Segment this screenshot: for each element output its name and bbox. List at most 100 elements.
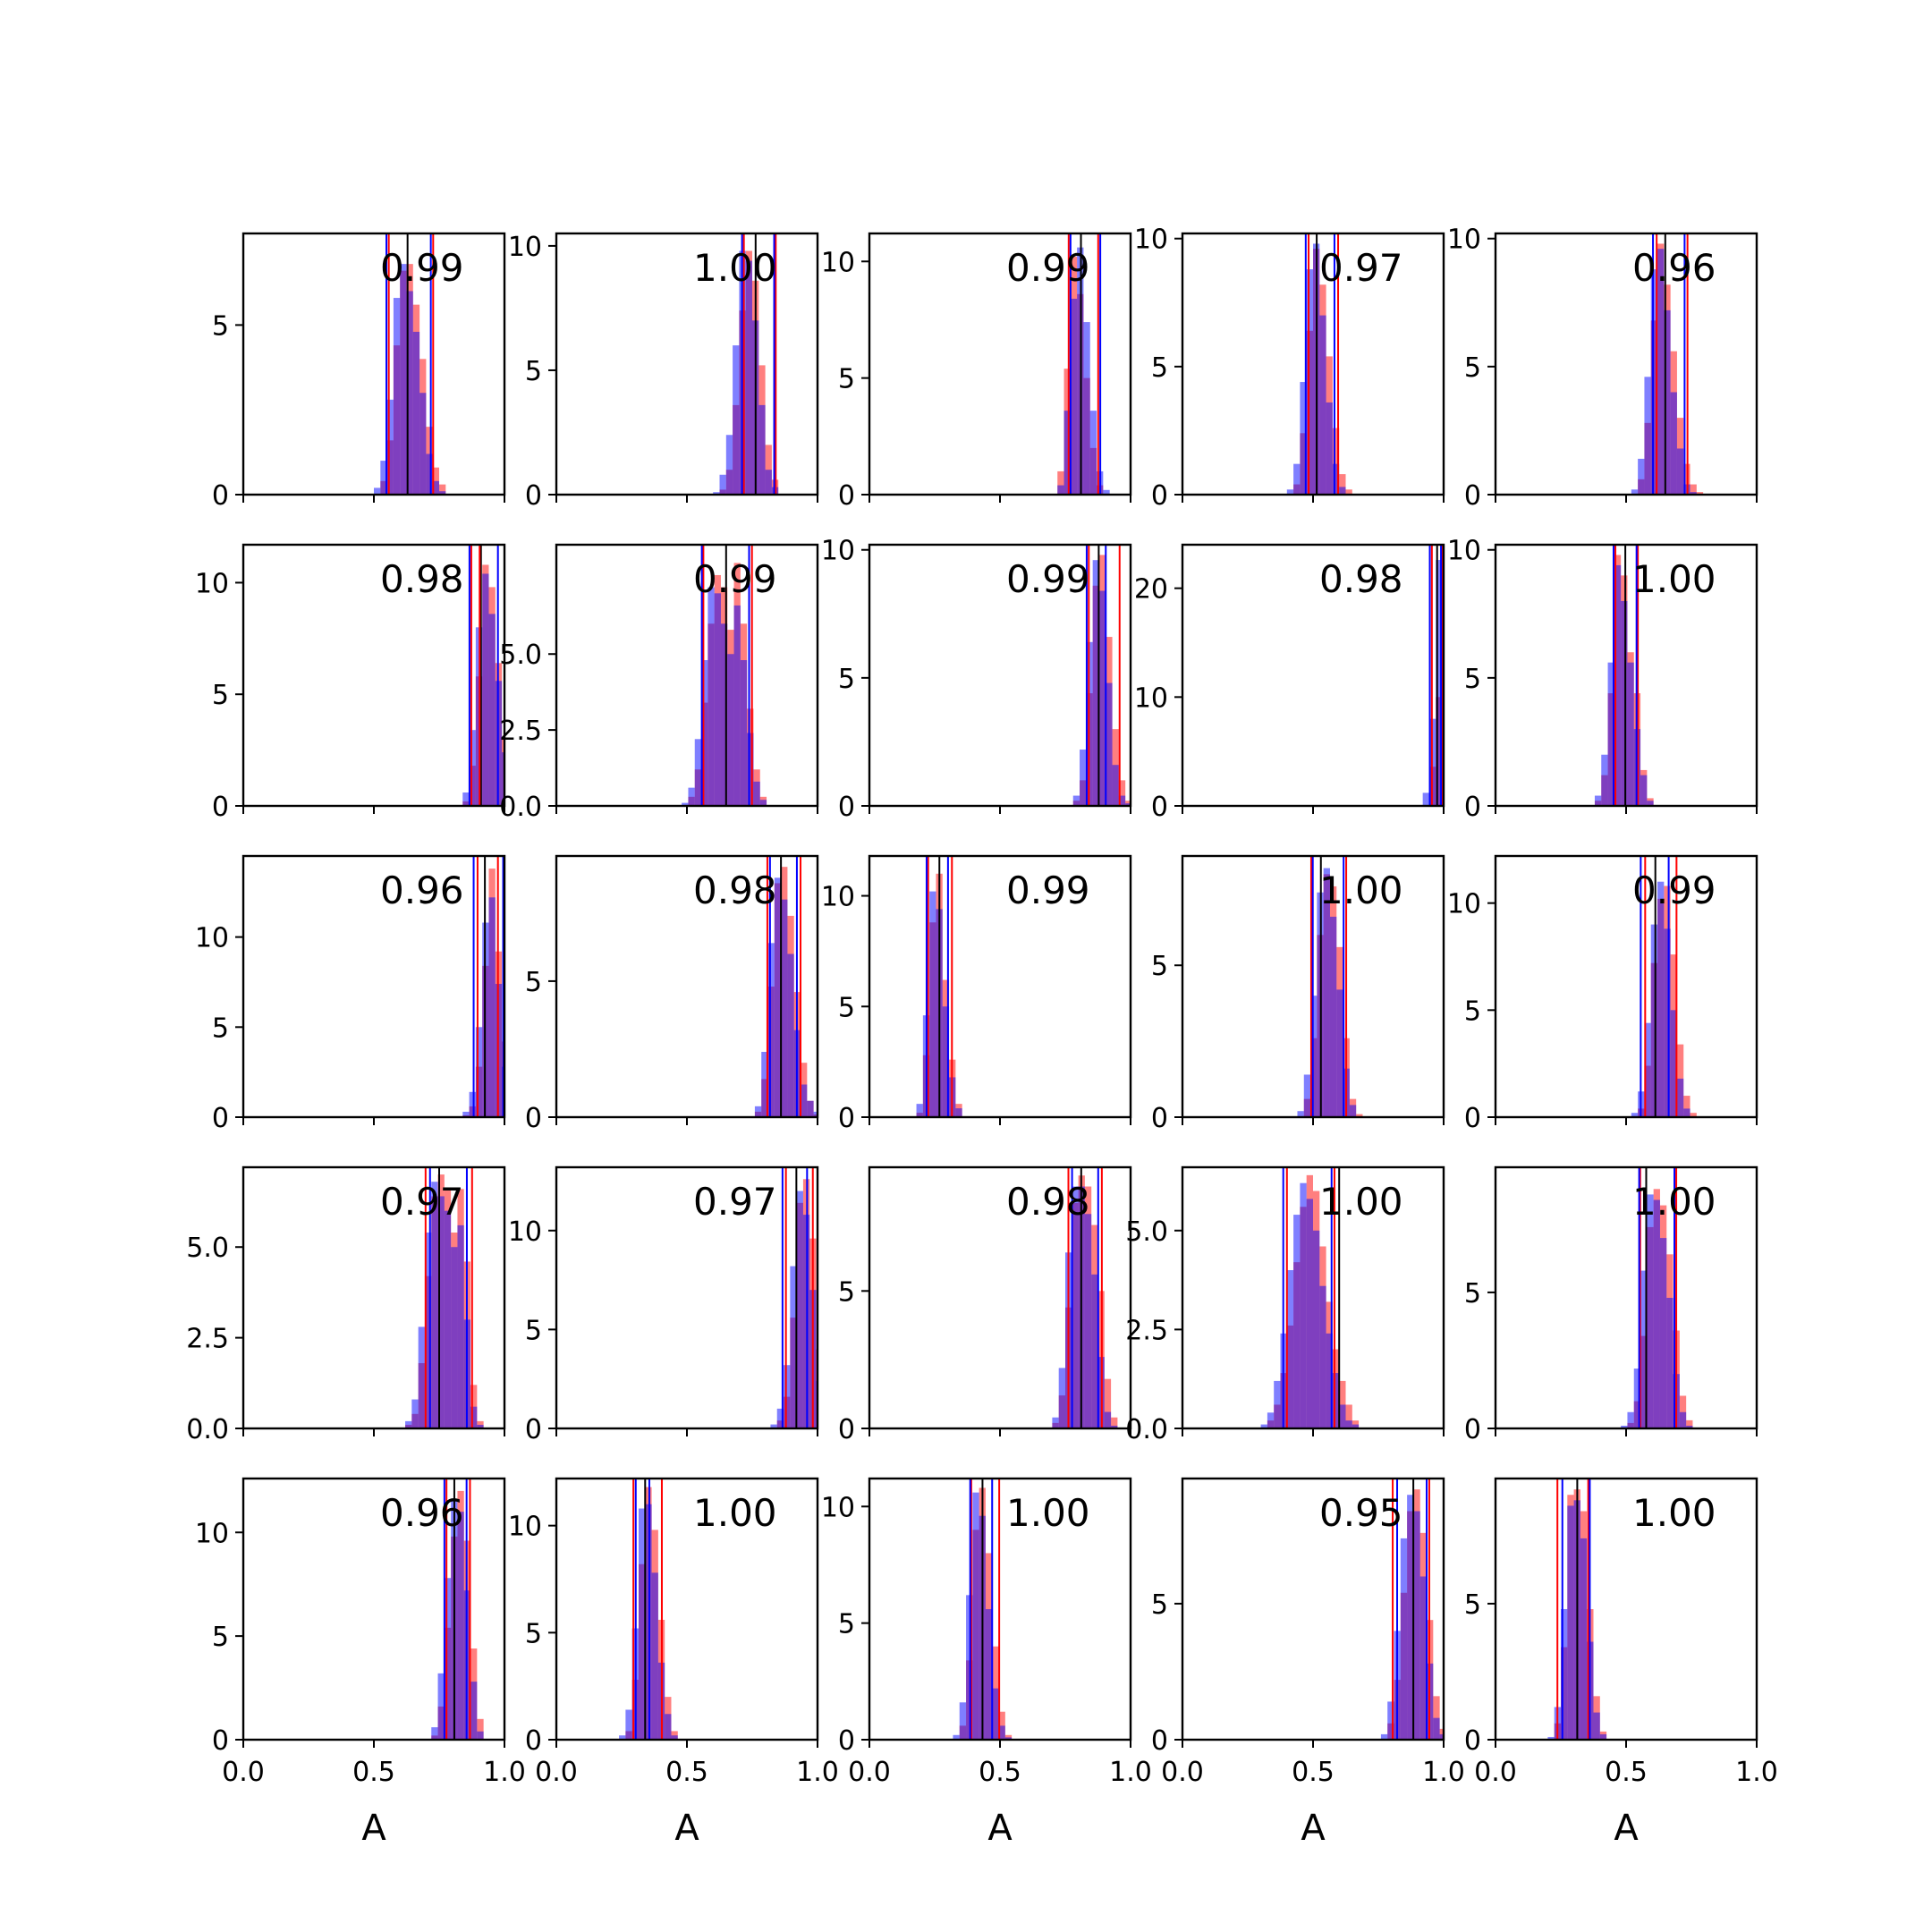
y-tick-label: 10 xyxy=(1447,225,1481,256)
histogram-bar xyxy=(502,752,504,806)
histogram-bar xyxy=(998,1725,1005,1740)
histogram-bar xyxy=(1356,1114,1363,1117)
panel-annotation: 0.98 xyxy=(380,557,464,601)
histogram-bar xyxy=(457,1512,464,1740)
histogram-bar xyxy=(1352,1420,1360,1428)
x-tick-label: 0.0 xyxy=(535,1757,578,1788)
y-tick-label: 0.0 xyxy=(499,792,542,823)
panel-annotation: 0.99 xyxy=(693,557,777,601)
histogram-bar xyxy=(482,573,489,806)
histogram-bar xyxy=(1118,780,1126,806)
histogram-bar xyxy=(942,1006,950,1117)
y-tick-label: 10 xyxy=(508,232,542,263)
histogram-bar xyxy=(1319,1285,1326,1428)
histogram-bar xyxy=(1670,1010,1677,1117)
panel-annotation: 0.98 xyxy=(693,869,777,912)
histogram-bar xyxy=(740,660,748,806)
x-tick-label: 0.5 xyxy=(665,1757,708,1788)
y-tick-label: 10 xyxy=(1134,682,1168,714)
y-tick-label: 0 xyxy=(838,480,855,512)
histogram-bar xyxy=(745,260,752,495)
y-tick-label: 10 xyxy=(821,247,855,278)
x-tick-label: 0.5 xyxy=(979,1757,1021,1788)
y-tick-label: 0 xyxy=(212,792,229,823)
histogram-bar xyxy=(1118,795,1126,806)
histogram-bar xyxy=(1690,1113,1697,1117)
panel-r1-c1: 050.99 xyxy=(212,232,506,512)
histogram-bar xyxy=(1293,1215,1301,1428)
histogram-bar xyxy=(955,1108,962,1117)
histogram-bar xyxy=(1072,795,1080,806)
histogram-bar xyxy=(1070,299,1078,495)
histogram-bar xyxy=(1690,492,1697,495)
histogram-bar xyxy=(1084,1214,1092,1428)
x-tick-label: 0.5 xyxy=(1292,1757,1335,1788)
panel-annotation: 1.00 xyxy=(1319,869,1403,912)
x-tick-label: 1.0 xyxy=(1735,1757,1778,1788)
panel-r5-c4: 0 5 0.0 0.5 1.0 A 0.95 xyxy=(1151,1477,1465,1849)
histogram-bar xyxy=(720,623,728,806)
panel-annotation: 0.98 xyxy=(1006,1180,1090,1224)
blue-histogram xyxy=(682,587,767,806)
histogram-bar xyxy=(1439,1733,1444,1740)
panel-r4-c1: 0.0 2.5 5.0 0.97 xyxy=(186,1165,506,1445)
histogram-bar xyxy=(1407,1495,1414,1740)
histogram-bar xyxy=(1686,1419,1693,1428)
panel-annotation: 0.99 xyxy=(1006,557,1090,601)
histogram-bar xyxy=(781,899,788,1117)
x-tick-label: 1.0 xyxy=(1422,1757,1465,1788)
y-tick-label: 5 xyxy=(1151,352,1168,384)
histogram-bar xyxy=(759,800,767,806)
histogram-bar xyxy=(1083,322,1090,495)
histogram-bar xyxy=(1063,411,1071,495)
histogram-bar xyxy=(1293,463,1301,495)
y-tick-label: 5 xyxy=(838,364,855,395)
histogram-bar xyxy=(1614,564,1622,806)
histogram-bar xyxy=(477,1731,484,1740)
histogram-bar xyxy=(714,593,721,806)
histogram-bar xyxy=(1650,924,1658,1117)
histogram-bar xyxy=(765,470,772,495)
y-tick-label: 5 xyxy=(212,1013,229,1044)
histogram-bar xyxy=(1329,916,1337,1117)
histogram-bar xyxy=(1332,463,1340,495)
histogram-bar xyxy=(665,1714,672,1740)
y-tick-label: 0 xyxy=(838,1725,855,1757)
histogram-bar xyxy=(1072,1186,1079,1428)
y-tick-label: 10 xyxy=(1447,536,1481,567)
histogram-bar xyxy=(1260,1424,1267,1428)
histogram-bar xyxy=(1413,1511,1420,1740)
y-tick-label: 5 xyxy=(212,680,229,711)
histogram-bar xyxy=(470,1406,478,1428)
y-tick-label: 5 xyxy=(525,1618,542,1649)
y-tick-label: 0 xyxy=(1151,792,1168,823)
histogram-bar xyxy=(813,1111,818,1117)
histogram-bar xyxy=(439,484,446,495)
histogram-bar xyxy=(796,1191,803,1428)
histogram-bar xyxy=(959,1702,967,1740)
y-tick-label: 5 xyxy=(525,356,542,387)
y-tick-label: 5 xyxy=(1464,1278,1481,1309)
histogram-bar xyxy=(682,802,689,806)
panel-r3-c4: 051.00 xyxy=(1151,854,1445,1134)
histogram-bar xyxy=(966,1595,973,1740)
histogram-bar xyxy=(431,1182,438,1428)
y-tick-label: 5 xyxy=(1464,352,1481,384)
histogram-bar xyxy=(1274,1380,1281,1428)
histogram-bar xyxy=(1400,1538,1408,1740)
histogram-bar xyxy=(1567,1505,1574,1740)
histogram-bar xyxy=(1345,1420,1352,1428)
histogram-bar xyxy=(1057,485,1064,495)
y-tick-label: 5.0 xyxy=(186,1233,229,1264)
y-tick-label: 0 xyxy=(1151,1725,1168,1757)
panel-annotation: 0.95 xyxy=(1319,1491,1403,1535)
histogram-bar xyxy=(1638,458,1645,495)
histogram-bar xyxy=(1690,484,1697,495)
histogram-bar xyxy=(1644,377,1651,495)
histogram-bar xyxy=(774,877,782,1117)
histogram-bar xyxy=(1267,1412,1275,1428)
y-tick-label: 0 xyxy=(1464,1414,1481,1445)
histogram-bar xyxy=(1433,1717,1440,1740)
histogram-bar xyxy=(1686,1425,1693,1428)
